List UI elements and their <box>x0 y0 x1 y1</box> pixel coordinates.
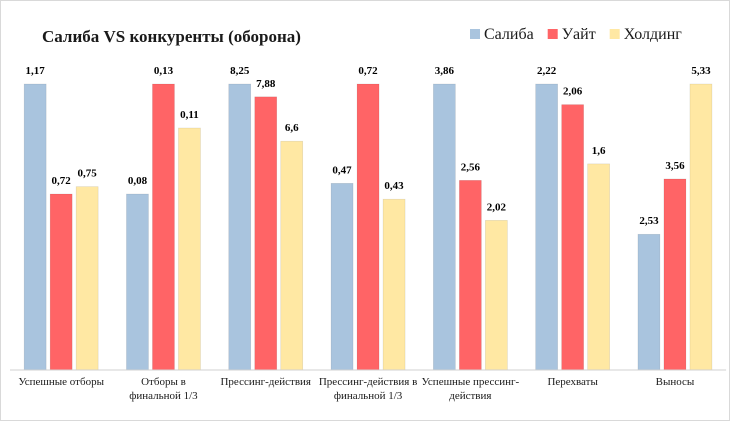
data-label-5-1: 2,06 <box>563 86 583 98</box>
bar-4-0 <box>433 83 456 371</box>
bar-0-0 <box>23 83 47 371</box>
data-label-1-0: 0,08 <box>128 175 148 187</box>
bar-3-1 <box>356 83 380 371</box>
category-labels: Успешные отборы Отборы в финальной 1/3 Прес… <box>18 376 695 402</box>
bar-4-1 <box>459 180 482 371</box>
data-label-3-0: 0,47 <box>332 164 352 176</box>
data-label-3-2: 0,43 <box>384 180 404 192</box>
bar-6-0 <box>637 233 661 371</box>
bar-5-1 <box>561 104 584 371</box>
bars: 1,17 0,72 0,75 0,08 0,13 0,11 8,25 7,88 6,6 0,47 0… <box>23 65 713 371</box>
data-label-1-2: 0,11 <box>180 109 199 121</box>
legend-label-1: Уайт <box>562 26 596 43</box>
category-label-4-0: Успешные прессинг- <box>421 376 519 388</box>
category-label-1-0: Отборы в <box>141 376 186 388</box>
data-label-2-2: 6,6 <box>285 122 299 134</box>
data-label-2-0: 8,25 <box>230 65 250 77</box>
data-label-5-2: 1,6 <box>592 145 606 157</box>
bar-4-2 <box>485 220 508 371</box>
bar-2-1 <box>254 96 278 371</box>
bar-1-2 <box>178 127 201 371</box>
category-label-2-0: Прессинг-действия <box>220 376 311 388</box>
category-label-0-0: Успешные отборы <box>18 376 104 388</box>
bar-2-2 <box>280 140 304 371</box>
data-label-1-1: 0,13 <box>154 65 174 77</box>
category-label-4-1: действия <box>449 390 491 402</box>
category-label-5-0: Перехваты <box>547 376 598 388</box>
bar-6-1 <box>663 178 687 371</box>
bar-3-0 <box>330 183 354 371</box>
data-label-0-0: 1,17 <box>26 65 46 77</box>
legend-swatch-2 <box>609 29 620 39</box>
category-label-6-0: Выносы <box>656 376 695 388</box>
category-label-1-1: финальной 1/3 <box>129 390 198 402</box>
data-label-6-0: 2,53 <box>639 215 659 227</box>
bar-0-2 <box>75 186 99 371</box>
data-label-0-1: 0,72 <box>52 175 72 187</box>
bar-5-0 <box>535 83 558 371</box>
data-label-0-2: 0,75 <box>78 168 98 180</box>
category-label-3-0: Прессинг-действия в <box>319 376 417 388</box>
data-label-6-2: 5,33 <box>691 65 711 77</box>
legend-label-2: Холдинг <box>624 26 683 43</box>
legend-label-0: Салиба <box>484 26 534 43</box>
data-label-5-0: 2,22 <box>537 65 557 77</box>
legend: Салиба Уайт Холдинг <box>470 26 682 43</box>
data-label-4-1: 2,56 <box>461 161 481 173</box>
bar-1-1 <box>152 83 175 371</box>
bar-3-2 <box>382 198 406 371</box>
bar-0-1 <box>49 193 73 371</box>
data-label-4-0: 3,86 <box>435 65 455 77</box>
legend-swatch-1 <box>547 29 558 39</box>
data-label-3-1: 0,72 <box>358 65 378 77</box>
bar-1-0 <box>126 193 149 371</box>
data-label-6-1: 3,56 <box>665 160 685 172</box>
data-label-4-2: 2,02 <box>487 201 507 213</box>
bar-5-2 <box>587 163 610 371</box>
legend-swatch-0 <box>470 29 480 39</box>
category-label-3-1: финальной 1/3 <box>334 390 403 402</box>
data-label-2-1: 7,88 <box>256 78 276 90</box>
bar-6-2 <box>689 83 713 371</box>
bar-2-0 <box>228 83 252 371</box>
chart-title: Салиба VS конкуренты (оборона) <box>42 27 301 46</box>
